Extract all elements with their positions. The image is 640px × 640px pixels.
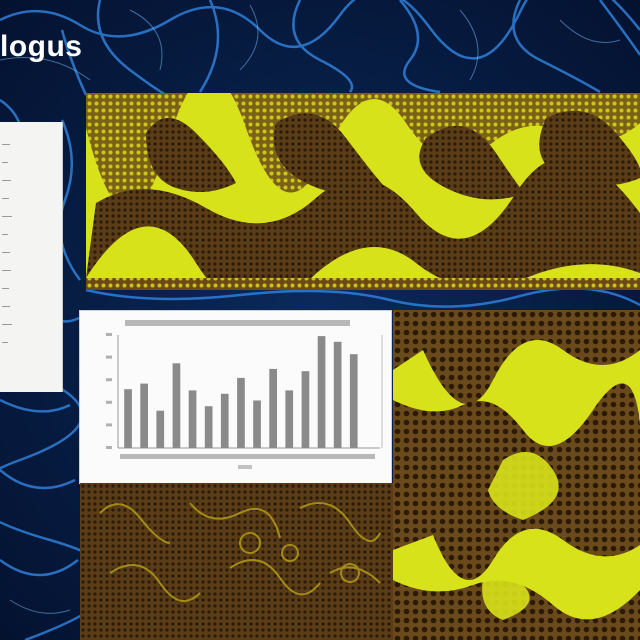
chart-bar: [301, 371, 310, 448]
chart-bar: [253, 400, 261, 448]
chart-bar: [333, 341, 342, 448]
document-thumbnail: [0, 122, 63, 392]
y-tick-mark: [106, 355, 112, 359]
chart-bar: [269, 368, 277, 448]
micrograph-right-image: [393, 310, 640, 640]
chart-bar: [124, 389, 132, 448]
y-tick-mark: [106, 423, 112, 427]
x-labels-placeholder: [120, 454, 375, 459]
micrograph-bottom-image: [80, 483, 393, 640]
chart-bar: [156, 410, 165, 448]
micrograph-top-image: [86, 93, 640, 290]
xlabel-placeholder: [238, 465, 252, 469]
chart-bar: [204, 406, 213, 448]
chart-title-placeholder: [125, 320, 350, 326]
chart-bar: [349, 354, 358, 448]
chart-bar: [285, 390, 294, 448]
page-title: logus: [0, 30, 83, 63]
chart-bar: [140, 383, 148, 448]
y-tick-mark: [106, 378, 112, 382]
y-tick-mark: [106, 400, 112, 404]
y-tick-mark: [106, 333, 112, 336]
y-tick-mark: [106, 446, 112, 449]
chart-bar: [188, 390, 197, 448]
chart-bar: [317, 336, 326, 448]
chart-bar: [220, 393, 229, 448]
chart-bar: [237, 377, 245, 448]
bar-chart-card: [79, 310, 392, 484]
bar-chart: [106, 320, 383, 469]
chart-bar: [172, 363, 181, 449]
